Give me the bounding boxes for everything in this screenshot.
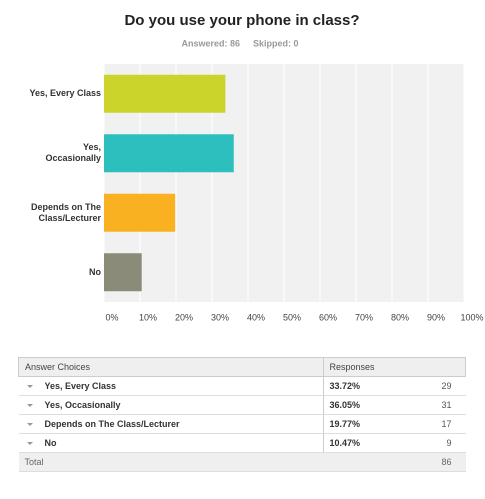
bar (104, 134, 234, 173)
x-tick-label: 90% (427, 312, 445, 322)
table-row: Depends on The Class/Lecturer 19.77% 17 (18, 414, 466, 434)
x-tick-label: 10% (139, 312, 157, 322)
percent-cell: 19.77% (322, 414, 396, 434)
y-tick-label: No (89, 266, 101, 277)
x-tick-label: 80% (391, 312, 409, 322)
y-tick-label: Yes, Every Class (29, 88, 101, 99)
chart-title: Do you use your phone in class? (124, 12, 359, 29)
count-cell: 29 (395, 376, 466, 396)
percent-cell: 10.47% (322, 433, 396, 453)
choice-cell: Depends on The Class/Lecturer (18, 414, 323, 434)
choice-cell: Yes, Every Class (18, 376, 323, 396)
count-cell: 17 (395, 414, 466, 434)
choice-cell: No (18, 433, 323, 453)
subtitle: Skipped: 0 (253, 38, 299, 48)
choice-cell: Yes, Occasionally (18, 395, 323, 415)
count-cell: 31 (395, 395, 466, 415)
table-row: Yes, Occasionally 36.05% 31 (18, 395, 466, 415)
chart: Do you use your phone in class? Answered… (103, 12, 484, 322)
x-tick-label: 100% (460, 312, 483, 322)
x-tick-label: 50% (283, 312, 301, 322)
count-cell: 9 (395, 433, 466, 453)
table-row: Yes, Every Class 33.72% 29 (18, 376, 466, 396)
bar (104, 193, 176, 232)
total-label: Total (18, 452, 396, 472)
percent-cell: 36.05% (322, 395, 396, 415)
x-tick-label: 70% (355, 312, 373, 322)
percent-cell: 33.72% (322, 376, 396, 396)
x-tick-label: 0% (105, 312, 118, 322)
total-row: Total 86 (18, 452, 466, 472)
table-row: No 10.47% 9 (18, 433, 466, 453)
x-tick-label: 40% (247, 312, 265, 322)
header-cell: Responses (322, 357, 466, 377)
subtitle: Answered: 86 (181, 38, 240, 48)
y-tick-label: Yes, Occasionally (45, 142, 101, 164)
y-tick-label: Depends on The Class/Lecturer (30, 201, 101, 223)
total-count: 86 (395, 452, 466, 472)
x-tick-label: 20% (175, 312, 193, 322)
response-table: Answer Choices Responses Yes, Every Class… (18, 357, 466, 472)
x-tick-label: 30% (211, 312, 229, 322)
bar (104, 74, 226, 113)
bar (104, 253, 142, 292)
x-tick-label: 60% (319, 312, 337, 322)
header-cell: Answer Choices (18, 357, 324, 377)
